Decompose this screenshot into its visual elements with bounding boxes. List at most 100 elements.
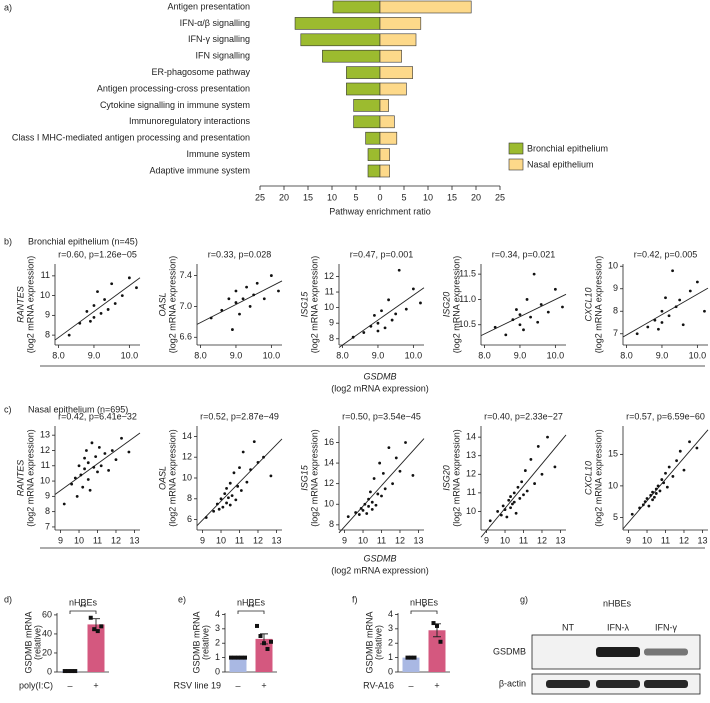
stat-label: r=0.60, p=1.26e−05 (58, 249, 137, 259)
x-tick-label: 10.0 (547, 350, 565, 360)
y-tick-label: 8 (45, 329, 50, 339)
y-tick-label: 9 (45, 310, 50, 320)
bar (379, 0, 472, 14)
x-tick-label: 10 (500, 535, 510, 545)
band (644, 648, 688, 656)
point (234, 301, 238, 304)
point (651, 498, 654, 502)
y-axis-label: ISG15 (299, 291, 309, 318)
x-tick-label: 13 (271, 535, 281, 545)
y-axis-unit: (log2 mRNA expression) (451, 429, 461, 527)
point (656, 484, 660, 488)
trend-line (622, 429, 709, 530)
x-tick-label: 8.0 (194, 350, 207, 360)
point (394, 312, 398, 316)
x-tick-label: 11 (661, 535, 670, 545)
trend-line (196, 438, 283, 526)
point (664, 296, 667, 300)
point (658, 489, 662, 493)
y-tick-label: 11 (325, 286, 334, 296)
point (372, 477, 376, 480)
x-tick-label: 15 (303, 192, 313, 202)
point (241, 297, 245, 301)
y-axis-label: ISG15 (299, 464, 309, 491)
point (230, 494, 234, 498)
point (641, 503, 645, 507)
point (525, 489, 529, 493)
y-axis-unit: (log2 mRNA expression) (25, 256, 35, 354)
point (238, 312, 241, 316)
lane-label: IFN-γ (655, 622, 677, 632)
x-axis-label: RSV line 19 (173, 680, 221, 690)
x-tick-label: 12 (111, 535, 121, 545)
point (94, 455, 98, 458)
point (518, 323, 522, 327)
point (262, 641, 266, 646)
point (370, 500, 374, 504)
point (660, 478, 664, 481)
x-tick-label: 9 (200, 535, 205, 545)
point (78, 321, 82, 325)
point (204, 516, 208, 519)
point (243, 655, 247, 660)
panel-title: nHBEs (69, 597, 98, 607)
y-axis-label: ISG20 (441, 292, 451, 318)
stat-label: r=0.40, p=2.33e−27 (484, 411, 563, 421)
point (678, 449, 682, 453)
y-tick-label: 6.6 (179, 332, 192, 342)
point (99, 624, 104, 629)
band (596, 647, 640, 657)
x-tick-label: 9 (342, 535, 347, 545)
point (369, 324, 373, 328)
point (363, 502, 367, 506)
panel-label: f) (352, 594, 358, 604)
point (90, 441, 94, 445)
point (70, 482, 74, 486)
point (127, 276, 131, 280)
x-tick-label: 10.0 (689, 350, 707, 360)
y-tick-label: 12 (324, 271, 334, 281)
category-label: + (93, 680, 98, 690)
stat-label: r=0.57, p=6.59e−60 (626, 411, 705, 421)
y-tick-label: 40 (42, 628, 52, 638)
point (665, 485, 669, 489)
y-tick-label: 10 (40, 475, 50, 485)
y-tick-label: 10 (324, 499, 334, 509)
y-tick-label: 0 (388, 666, 393, 676)
y-tick-label: 3 (215, 623, 220, 633)
point (635, 332, 639, 336)
point (532, 272, 536, 276)
x-tick-label: 8.0 (620, 350, 633, 360)
point (630, 512, 634, 516)
point (221, 505, 225, 509)
point (419, 301, 422, 305)
point (369, 490, 372, 494)
x-tick-label: 10 (423, 192, 433, 202)
point (688, 289, 692, 293)
category-label: Antigen processing-cross presentation (97, 83, 250, 93)
point (241, 450, 245, 454)
point (522, 328, 525, 332)
bar (365, 131, 381, 145)
point (412, 655, 417, 660)
point (86, 478, 90, 481)
point (383, 326, 387, 330)
category-label: IFN-α/β signalling (180, 18, 250, 28)
point (223, 492, 227, 495)
point (215, 502, 219, 506)
point (529, 458, 533, 461)
point (496, 510, 500, 513)
y-axis-unit: (log2 mRNA expression) (25, 429, 35, 527)
bar (229, 657, 247, 672)
point (92, 315, 96, 319)
panel-label: c) (4, 404, 12, 414)
point (374, 503, 378, 507)
point (504, 333, 508, 337)
y-tick-label: 10 (608, 261, 618, 271)
point (217, 507, 221, 511)
y-tick-label: 12 (182, 452, 192, 462)
point (120, 436, 123, 440)
point (525, 298, 529, 301)
x-axis-label: RV-A16 (363, 680, 394, 690)
x-tick-label: 13 (129, 535, 139, 545)
